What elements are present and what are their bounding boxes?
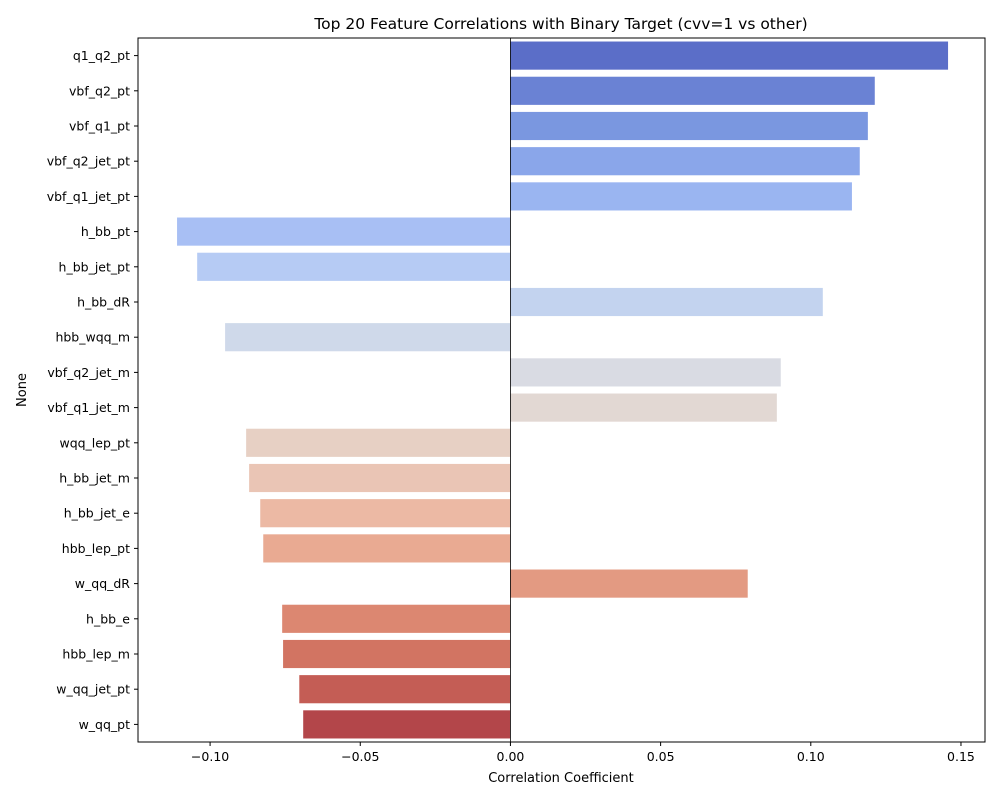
y-tick-label: vbf_q1_pt: [69, 119, 130, 134]
y-tick-label: wqq_lep_pt: [59, 435, 130, 450]
plot-frame: [137, 37, 986, 743]
x-tick-label: 0.10: [797, 749, 825, 764]
bar-w_qq_pt: [303, 710, 511, 739]
x-tick-label: 0.00: [497, 749, 525, 764]
y-tick-label: vbf_q1_jet_m: [47, 400, 130, 415]
y-tick-label: h_bb_e: [86, 611, 130, 626]
y-tick-label: w_qq_dR: [75, 576, 131, 591]
y-tick-label: hbb_wqq_m: [55, 330, 130, 345]
bar-h_bb_pt: [177, 217, 511, 246]
bar-hbb_wqq_m: [225, 323, 511, 352]
y-tick-label: h_bb_dR: [77, 295, 130, 310]
bar-hbb_lep_m: [283, 639, 511, 669]
bar-h_bb_jet_e: [260, 499, 511, 528]
x-tick-label: −0.10: [191, 749, 229, 764]
y-tick-label: q1_q2_pt: [73, 48, 130, 63]
y-tick-label: h_bb_jet_pt: [59, 259, 131, 274]
bar-h_bb_dR: [510, 287, 823, 317]
x-tick-label: −0.05: [341, 749, 379, 764]
x-axis-label: Correlation Coefficient: [488, 771, 634, 786]
y-tick-label: hbb_lep_pt: [62, 541, 130, 556]
bar-w_qq_jet_pt: [299, 675, 511, 704]
y-tick-label: vbf_q2_jet_pt: [47, 154, 130, 169]
y-tick-label: vbf_q1_jet_pt: [47, 189, 130, 204]
bar-hbb_lep_pt: [263, 534, 511, 563]
chart-title: Top 20 Feature Correlations with Binary …: [313, 15, 807, 33]
bar-h_bb_e: [282, 604, 511, 633]
y-tick-label: hbb_lep_m: [62, 647, 130, 662]
y-tick-label: w_qq_jet_pt: [56, 682, 130, 697]
bar-vbf_q2_pt: [510, 76, 875, 105]
bar-vbf_q1_jet_pt: [510, 182, 852, 211]
bar-h_bb_jet_pt: [197, 252, 511, 281]
bar-w_qq_dR: [510, 569, 748, 598]
y-tick-label: vbf_q2_pt: [69, 83, 130, 98]
bar-wqq_lep_pt: [246, 428, 511, 457]
y-tick-label: vbf_q2_jet_m: [47, 365, 130, 380]
x-tick-label: 0.05: [647, 749, 675, 764]
bar-vbf_q2_jet_m: [510, 358, 781, 387]
bar-q1_q2_pt: [510, 41, 949, 70]
y-tick-label: h_bb_jet_m: [59, 471, 130, 486]
bar-vbf_q2_jet_pt: [510, 147, 860, 176]
y-tick-label: h_bb_pt: [81, 224, 130, 239]
y-tick-label: w_qq_pt: [79, 717, 131, 732]
bar-h_bb_jet_m: [249, 463, 511, 493]
y-axis-label: None: [15, 373, 30, 407]
bar-vbf_q1_pt: [510, 111, 868, 141]
bar-vbf_q1_jet_m: [510, 393, 777, 422]
y-tick-label: h_bb_jet_e: [64, 506, 131, 521]
x-tick-label: 0.15: [947, 749, 975, 764]
